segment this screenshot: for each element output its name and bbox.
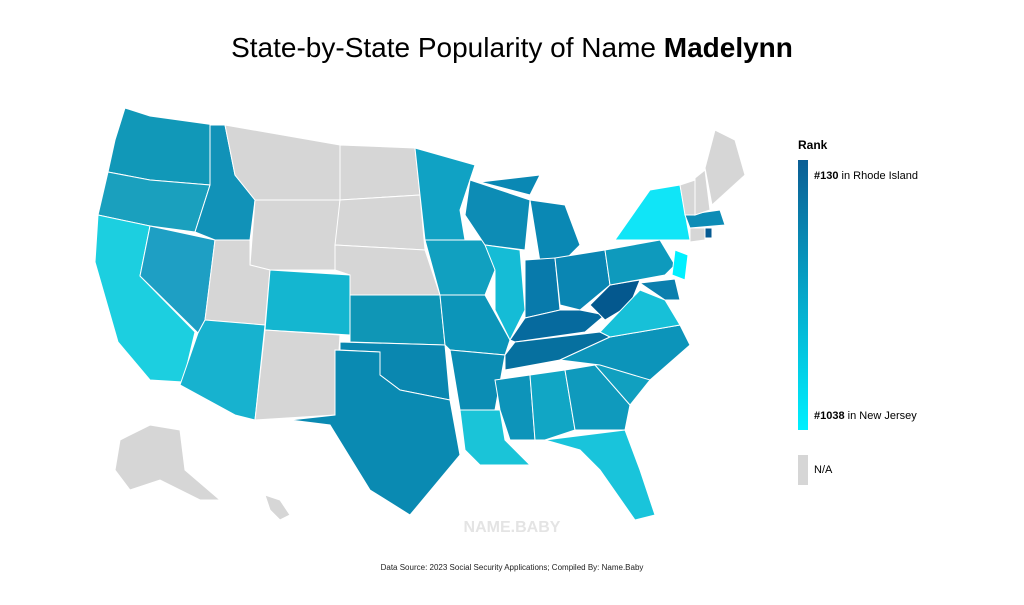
footer: Data Source: 2023 Social Security Applic… [381, 563, 644, 572]
state [544, 429, 656, 521]
legend-low-rank: #1038 [814, 410, 845, 422]
us-map [94, 107, 746, 521]
state [638, 278, 681, 301]
state [249, 199, 341, 271]
watermark: NAME.BABY [464, 519, 561, 536]
legend-title: Rank [798, 138, 828, 152]
state [254, 329, 341, 421]
legend-na-swatch [798, 455, 808, 485]
state [264, 269, 351, 336]
legend-high: #130 in Rhode Island [814, 170, 918, 182]
state [694, 169, 711, 216]
state [334, 244, 441, 296]
state [479, 174, 581, 263]
state [107, 107, 216, 186]
title-prefix: State-by-State Popularity of Name [231, 32, 664, 63]
state [704, 227, 713, 239]
state [114, 424, 222, 501]
state [599, 289, 681, 338]
state [339, 144, 421, 201]
state [494, 374, 536, 441]
legend-high-place: in Rhode Island [838, 170, 918, 182]
state [564, 364, 631, 431]
state [589, 279, 641, 321]
legend-low: #1038 in New Jersey [814, 410, 917, 422]
title-name: Madelynn [664, 32, 793, 63]
legend-high-rank: #130 [814, 170, 838, 182]
state [704, 129, 746, 206]
state [614, 184, 691, 241]
state [349, 294, 446, 346]
title: State-by-State Popularity of Name Madely… [231, 32, 793, 63]
state [604, 239, 676, 286]
state [424, 239, 496, 296]
legend-na: N/A [814, 464, 833, 476]
legend-gradient [798, 160, 808, 430]
state [289, 349, 461, 516]
state [671, 249, 689, 281]
state [414, 147, 476, 241]
state [689, 227, 706, 243]
state [554, 249, 611, 311]
legend-low-place: in New Jersey [845, 410, 918, 422]
state [524, 257, 561, 319]
state [334, 194, 426, 251]
state [529, 369, 576, 441]
state [264, 494, 291, 521]
